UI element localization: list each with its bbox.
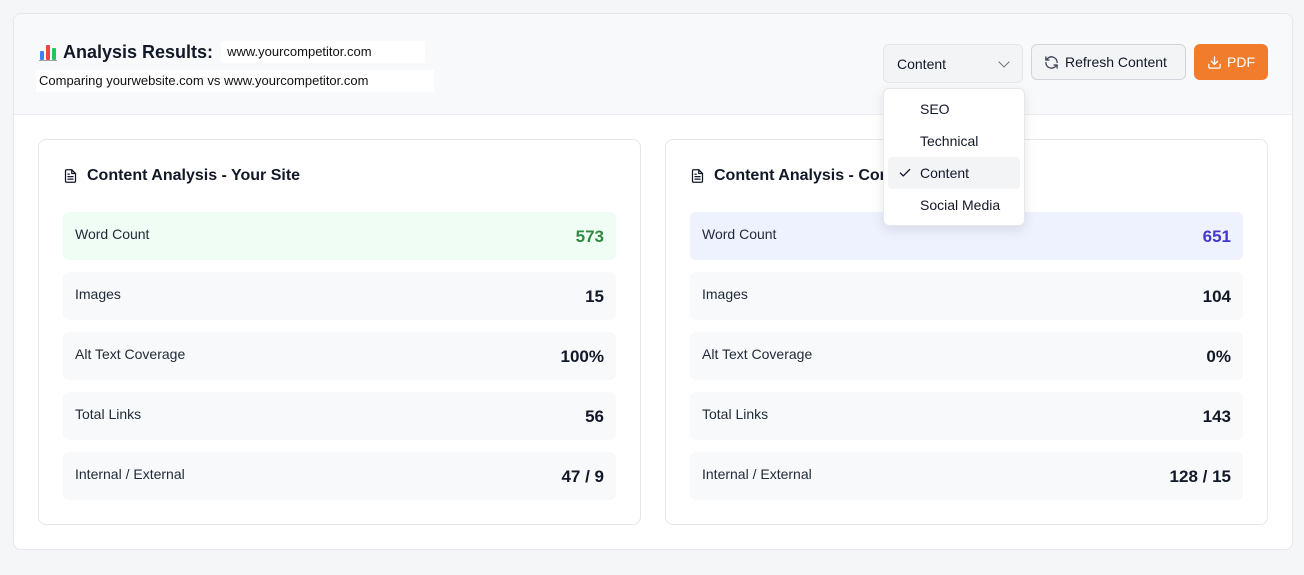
dropdown-option-label: Content	[920, 165, 970, 181]
metric-value: 128 / 15	[1169, 467, 1231, 486]
metric-label: Total Links	[702, 406, 769, 422]
category-select[interactable]: Content	[883, 44, 1023, 83]
metric-label: Images	[75, 286, 121, 302]
metric-label: Images	[702, 286, 748, 302]
dropdown-option-content[interactable]: Content	[888, 157, 1020, 189]
check-icon	[899, 168, 911, 177]
metric-row-alt-text: Alt Text Coverage 0%	[690, 332, 1243, 380]
metrics-list: Word Count 573 Images 15 Alt Text Covera…	[63, 212, 616, 512]
dropdown-option-technical[interactable]: Technical	[888, 125, 1020, 157]
metric-value: 47 / 9	[561, 467, 604, 486]
document-icon	[64, 169, 77, 183]
metric-label: Internal / External	[702, 466, 812, 482]
metric-row-total-links: Total Links 56	[63, 392, 616, 440]
download-icon	[1208, 55, 1221, 69]
metric-label: Word Count	[702, 226, 777, 242]
metric-row-alt-text: Alt Text Coverage 100%	[63, 332, 616, 380]
competitor-url: www.yourcompetitor.com	[221, 41, 426, 63]
metric-label: Alt Text Coverage	[75, 346, 186, 362]
your-site-panel: Content Analysis - Your Site Word Count …	[38, 139, 641, 525]
comparison-subtitle: Comparing yourwebsite.com vs www.yourcom…	[36, 70, 434, 92]
metric-row-images: Images 104	[690, 272, 1243, 320]
document-icon	[691, 169, 704, 183]
metric-value: 15	[585, 287, 604, 306]
metric-value: 143	[1202, 407, 1231, 426]
dropdown-option-social-media[interactable]: Social Media	[888, 189, 1020, 221]
refresh-content-button[interactable]: Refresh Content	[1031, 44, 1186, 80]
metric-row-internal-external: Internal / External 128 / 15	[690, 452, 1243, 500]
category-select-value: Content	[897, 55, 947, 72]
dropdown-option-label: Social Media	[920, 197, 1001, 213]
dropdown-option-seo[interactable]: SEO	[888, 93, 1020, 125]
metric-row-total-links: Total Links 143	[690, 392, 1243, 440]
metric-row-internal-external: Internal / External 47 / 9	[63, 452, 616, 500]
page-title: Analysis Results:	[63, 41, 214, 62]
metric-value: 651	[1202, 227, 1231, 246]
metric-label: Total Links	[75, 406, 142, 422]
chevron-down-icon	[998, 56, 1010, 68]
bar-chart-icon	[39, 43, 57, 61]
pdf-label: PDF	[1227, 54, 1255, 70]
refresh-content-label: Refresh Content	[1065, 54, 1167, 70]
metric-value: 573	[575, 227, 604, 246]
metric-value: 100%	[560, 347, 604, 366]
results-header: Analysis Results: www.yourcompetitor.com…	[14, 14, 1292, 115]
dropdown-option-label: Technical	[920, 133, 979, 149]
metric-value: 56	[585, 407, 604, 426]
dropdown-option-label: SEO	[920, 101, 950, 117]
panel-title-text: Content Analysis - Your Site	[87, 167, 301, 184]
panel-title: Content Analysis - Your Site	[63, 167, 300, 185]
metrics-list: Word Count 651 Images 104 Alt Text Cover…	[690, 212, 1243, 512]
metric-value: 104	[1202, 287, 1231, 306]
download-pdf-button[interactable]: PDF	[1194, 44, 1268, 80]
metric-row-images: Images 15	[63, 272, 616, 320]
metric-label: Alt Text Coverage	[702, 346, 813, 362]
refresh-icon	[1045, 55, 1058, 69]
metric-label: Word Count	[75, 226, 150, 242]
title-row: Analysis Results: www.yourcompetitor.com	[39, 41, 426, 63]
category-dropdown-menu: SEO Technical Content Social Media	[883, 88, 1025, 226]
metric-row-word-count: Word Count 573	[63, 212, 616, 260]
metric-value: 0%	[1206, 347, 1231, 366]
metric-label: Internal / External	[75, 466, 185, 482]
analysis-card: Analysis Results: www.yourcompetitor.com…	[13, 13, 1293, 550]
